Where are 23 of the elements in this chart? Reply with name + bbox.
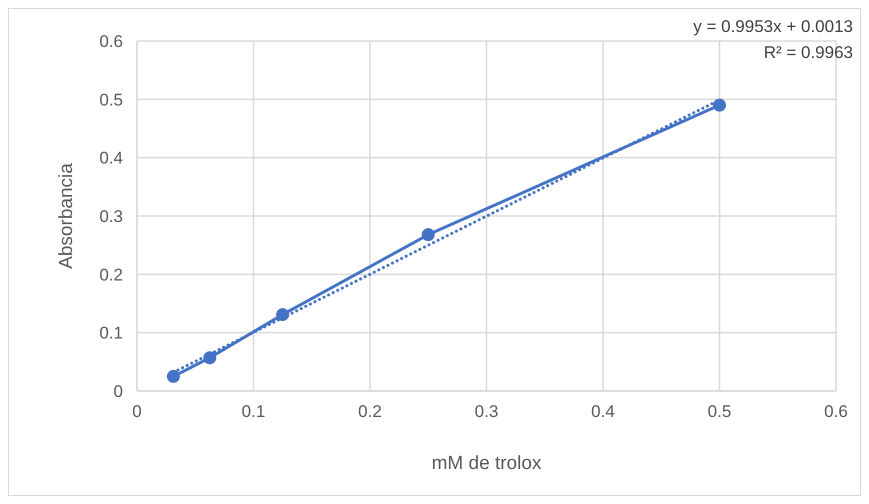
point (422, 228, 435, 242)
point (203, 351, 216, 364)
y-tick-label: 0.2 (99, 265, 123, 284)
x-tick-label: 0.3 (474, 402, 498, 421)
y-tick-label: 0.1 (99, 324, 123, 343)
y-tick-label: 0.6 (99, 32, 123, 51)
x-tick-label: 0.5 (708, 402, 732, 421)
text: y = 0.9953x + 0.0013 (693, 17, 853, 36)
x-tick-label: 0.1 (242, 402, 266, 421)
x-tick-label: 0.2 (358, 402, 382, 421)
y-tick-label: 0 (114, 382, 123, 401)
y-tick-label: 0.4 (99, 148, 123, 168)
annotation: R² = 0.9963 (764, 43, 853, 62)
y-tick-label: 0.5 (99, 90, 123, 110)
x-axis-title: mM de trolox (432, 453, 542, 474)
x-tick-label: 0.6 (824, 402, 848, 421)
y-tick-label: 0.3 (99, 207, 123, 226)
point (276, 308, 290, 322)
x-tick-label: 0.4 (591, 402, 615, 421)
x-tick-label: 0 (132, 402, 142, 421)
point (713, 98, 726, 112)
point (166, 370, 180, 383)
y-axis-title: Absorbancia (56, 162, 77, 269)
